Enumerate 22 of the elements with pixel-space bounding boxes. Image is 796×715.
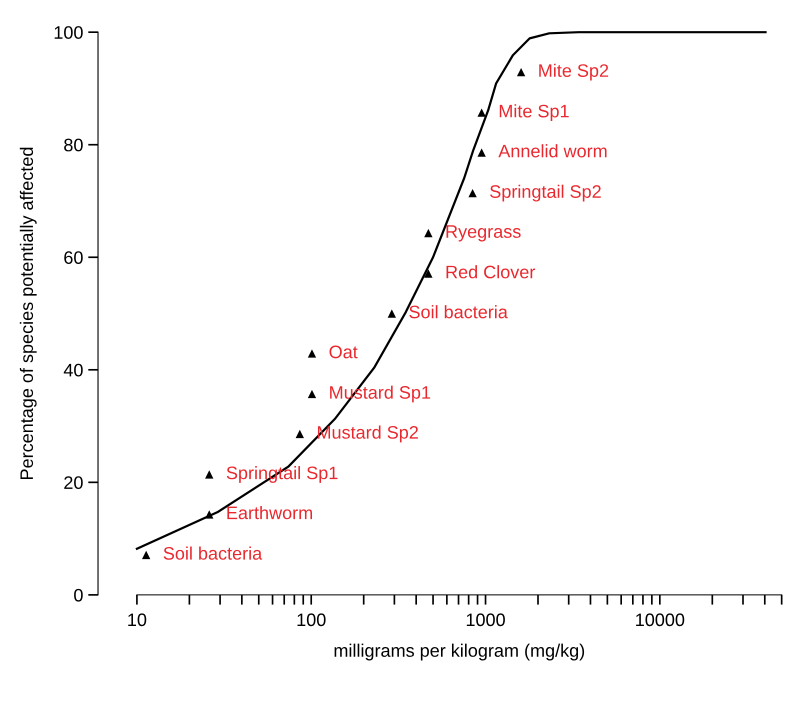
y-tick-label: 100 (54, 26, 83, 39)
x-tick-label: 1000 (466, 613, 505, 626)
y-tick-label: 80 (64, 138, 83, 152)
y-axis-title: Percentage of species potentially affected (20, 148, 37, 479)
y-tick-label: 0 (74, 588, 83, 602)
annotation: Mite Sp2 (539, 64, 608, 81)
annotation: Annelid worm (498, 144, 607, 158)
annotation: Ryegrass (446, 225, 521, 242)
annotation: Oat (329, 346, 358, 358)
y-tick-label: 20 (64, 476, 83, 490)
annotation: Red Clover (446, 265, 536, 278)
annotation: Soil bacteria (164, 546, 262, 560)
annotation: Springtail Sp2 (490, 184, 601, 202)
x-tick-label: 10000 (636, 613, 684, 626)
annotation: Earthworm (227, 506, 312, 520)
y-tick-label: 60 (64, 251, 83, 264)
x-axis-title: milligrams per kilogram (mg/kg) (334, 644, 584, 660)
annotation: Mite Sp1 (500, 104, 569, 122)
x-tick-label: 10 (128, 613, 146, 626)
annotation: Soil bacteria (409, 305, 508, 318)
y-tick-label: 40 (64, 364, 83, 377)
x-tick-label: 100 (298, 613, 326, 626)
